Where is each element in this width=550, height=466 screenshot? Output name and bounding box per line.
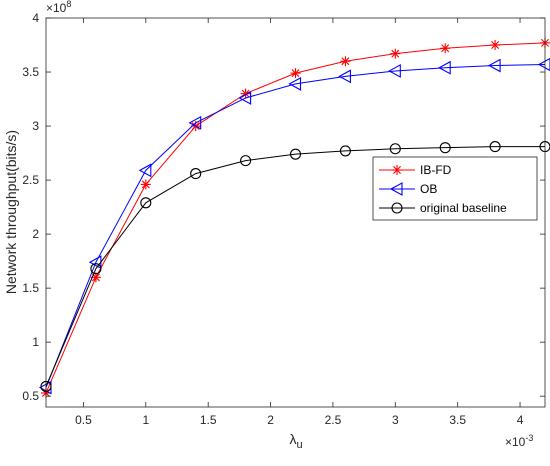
data-point	[140, 197, 152, 209]
x-tick-label: 0.5	[75, 413, 92, 427]
ticks-layer: 0.5 1 1.5 2 2.5 3 3.5 4 0.5 1 1.5 2 2.5 3 3.5 4	[22, 11, 545, 427]
x-exponent-base: ×10	[505, 435, 526, 449]
y-tick-label: 2.5	[22, 173, 39, 187]
legend: IB-FD OB original baseline	[372, 156, 538, 221]
series-line	[45, 63, 546, 388]
x-axis-subscript: u	[296, 439, 302, 451]
data-point	[489, 141, 501, 153]
x-tick-label: 1.5	[200, 413, 217, 427]
data-point	[389, 143, 401, 155]
legend-entry: OB	[379, 182, 437, 196]
legend-entry: IB-FD	[379, 163, 452, 177]
y-exponent-label: ×108	[46, 0, 71, 15]
legend-marker	[392, 165, 402, 175]
legend-entry: original baseline	[379, 201, 507, 215]
x-exponent-label: ×10-3	[505, 433, 533, 449]
legend-label: original baseline	[420, 201, 507, 215]
data-point	[537, 57, 550, 72]
data-point	[390, 48, 401, 59]
y-exponent-power: 8	[66, 0, 71, 9]
data-point	[90, 263, 102, 275]
data-point	[188, 115, 202, 130]
data-point	[289, 148, 302, 160]
legend-label: OB	[420, 182, 437, 196]
legend-marker	[389, 182, 403, 196]
legend-label: IB-FD	[420, 163, 452, 177]
data-point	[190, 168, 202, 180]
data-point	[487, 58, 501, 73]
y-exponent-base: ×10	[46, 1, 67, 15]
legend-marker	[391, 202, 403, 214]
x-tick-label: 1	[142, 413, 149, 427]
x-tick-label: 2	[267, 413, 274, 427]
y-tick-label: 0.5	[22, 389, 39, 403]
data-point	[438, 60, 451, 75]
data-point	[440, 43, 451, 54]
x-axis-label: λu	[289, 431, 302, 451]
x-axis-symbol: λ	[289, 431, 296, 447]
x-tick-label: 3.5	[449, 413, 466, 427]
data-point	[340, 56, 351, 67]
data-point	[138, 163, 152, 178]
y-tick-label: 1	[32, 335, 39, 349]
y-tick-label: 1.5	[22, 281, 39, 295]
data-point	[238, 91, 252, 105]
data-point	[388, 64, 401, 78]
axes-box	[45, 17, 546, 408]
data-point	[339, 145, 351, 157]
data-point	[140, 179, 151, 190]
series-line	[45, 146, 545, 387]
x-exponent-power: -3	[525, 433, 533, 443]
data-point	[439, 142, 451, 154]
data-point	[290, 68, 301, 79]
y-axis-label: Network throughput(bits/s)	[3, 130, 19, 294]
x-tick-label: 4	[517, 413, 524, 427]
y-tick-label: 3.5	[22, 65, 39, 79]
y-tick-label: 3	[32, 119, 39, 133]
data-point	[490, 40, 501, 51]
data-point	[338, 69, 351, 84]
x-tick-label: 3	[392, 413, 399, 427]
y-tick-label: 2	[32, 227, 39, 241]
data-point	[240, 155, 252, 167]
x-tick-label: 2.5	[325, 413, 342, 427]
y-tick-label: 4	[32, 11, 39, 25]
data-point	[288, 76, 302, 91]
axes-layer	[45, 17, 546, 408]
